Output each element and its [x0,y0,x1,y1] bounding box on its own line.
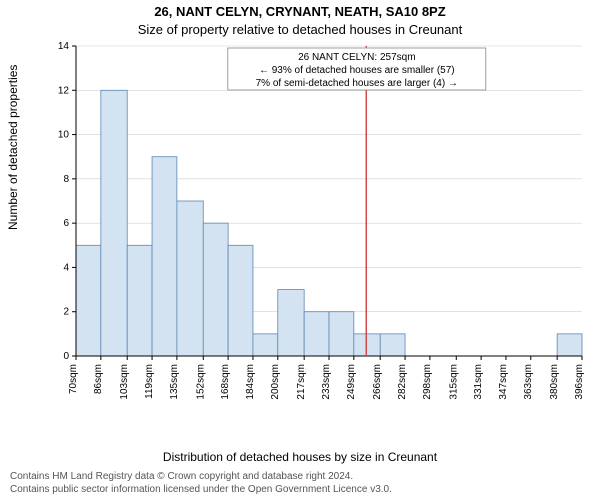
svg-text:14: 14 [58,41,70,52]
histogram-svg: 0 2 4 6 8 10 12 14 70sqm 86sqm 103sqm 119sqm 135sqm 1… [48,40,588,410]
svg-text:168sqm: 168sqm [220,364,231,400]
svg-text:152sqm: 152sqm [195,364,206,400]
svg-text:0: 0 [63,351,69,362]
svg-text:4: 4 [63,262,69,273]
svg-text:8: 8 [63,174,69,185]
svg-text:103sqm: 103sqm [119,364,130,400]
svg-text:12: 12 [58,85,70,96]
chart-title-main: 26, NANT CELYN, CRYNANT, NEATH, SA10 8PZ [0,4,600,19]
svg-text:86sqm: 86sqm [93,364,104,394]
svg-text:217sqm: 217sqm [296,364,307,400]
svg-text:7% of semi-detached houses are: 7% of semi-detached houses are larger (4… [256,78,458,89]
plot-area: 0 2 4 6 8 10 12 14 70sqm 86sqm 103sqm 119sqm 135sqm 1… [48,40,588,410]
svg-text:10: 10 [58,130,70,141]
chart-title-sub: Size of property relative to detached ho… [0,22,600,37]
svg-text:249sqm: 249sqm [346,364,357,400]
svg-text:363sqm: 363sqm [523,364,534,400]
svg-text:347sqm: 347sqm [498,364,509,400]
footer-attribution: Contains HM Land Registry data © Crown c… [10,471,392,496]
svg-text:266sqm: 266sqm [372,364,383,400]
svg-text:200sqm: 200sqm [270,364,281,400]
chart-container: 26, NANT CELYN, CRYNANT, NEATH, SA10 8PZ… [0,0,600,500]
x-axis-label: Distribution of detached houses by size … [0,450,600,464]
svg-text:233sqm: 233sqm [321,364,332,400]
footer-line-2: Contains public sector information licen… [10,484,392,497]
svg-text:70sqm: 70sqm [68,364,79,394]
svg-text:135sqm: 135sqm [169,364,180,400]
footer-line-1: Contains HM Land Registry data © Crown c… [10,471,392,484]
svg-text:26 NANT CELYN: 257sqm: 26 NANT CELYN: 257sqm [298,52,415,63]
svg-text:2: 2 [63,307,69,318]
y-axis-label: Number of detached properties [6,65,20,230]
svg-text:184sqm: 184sqm [245,364,256,400]
svg-text:282sqm: 282sqm [397,364,408,400]
svg-text:380sqm: 380sqm [549,364,560,400]
svg-text:315sqm: 315sqm [448,364,459,400]
svg-text:← 93% of detached houses are s: ← 93% of detached houses are smaller (57… [259,65,455,76]
svg-text:298sqm: 298sqm [422,364,433,400]
svg-text:6: 6 [63,218,69,229]
svg-text:396sqm: 396sqm [574,364,585,400]
svg-text:119sqm: 119sqm [144,364,155,399]
svg-text:331sqm: 331sqm [473,364,484,400]
